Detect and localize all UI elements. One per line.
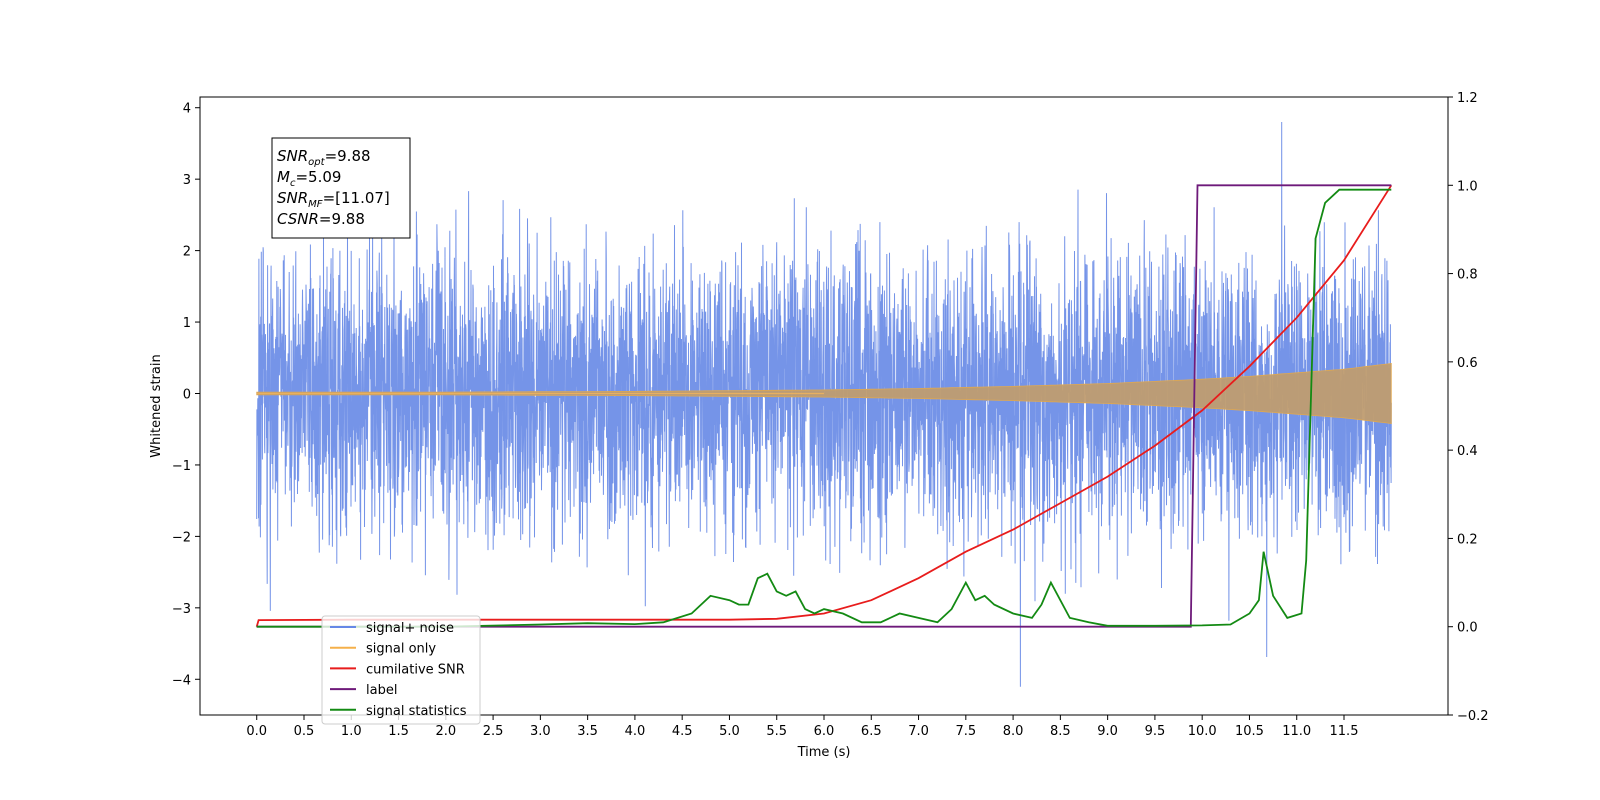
- x-tick-label: 9.0: [1097, 724, 1118, 739]
- x-tick-label: 1.5: [388, 724, 409, 739]
- annotation-value: =5.09: [295, 168, 341, 186]
- x-tick-label: 1.0: [341, 724, 362, 739]
- annotation-value: =[11.07]: [323, 189, 390, 207]
- x-tick-label: 0.0: [246, 724, 267, 739]
- annotation-symbol: M: [277, 168, 290, 186]
- x-tick-label: 10.0: [1188, 724, 1217, 739]
- y-tick-label-left: 1: [183, 316, 191, 331]
- annotation-value: =9.88: [325, 147, 371, 165]
- y-tick-label-right: 0.0: [1457, 621, 1478, 636]
- y-tick-label-right: −0.2: [1457, 709, 1489, 724]
- legend-frame: [321, 615, 481, 725]
- series-signal-noise-line: [256, 121, 1392, 687]
- annotation-line: CSNR=9.88: [277, 210, 365, 228]
- annotation-line: SNRopt=9.88: [277, 147, 371, 168]
- x-tick-label: 0.5: [294, 724, 315, 739]
- x-tick-label: 4.5: [672, 724, 693, 739]
- x-tick-label: 11.5: [1330, 724, 1359, 739]
- legend-entry-label: signal+ noise: [366, 621, 454, 636]
- legend-entry-label: cumilative SNR: [366, 662, 465, 677]
- y-tick-label-right: 0.2: [1457, 532, 1478, 547]
- y-tick-label-right: 1.0: [1457, 179, 1478, 194]
- annotation-frame: [271, 137, 411, 239]
- axes-layer: 0.0 0.5 1.0 1.5 2.0 2.5 3.0 3.5 4.0 4.5 5.0 5.5 6.0 6…: [172, 91, 1489, 739]
- x-tick-label: 7.5: [955, 724, 976, 739]
- x-tick-label: 5.0: [719, 724, 740, 739]
- x-tick-label: 3.0: [530, 724, 551, 739]
- legend-entry-label: signal statistics: [366, 704, 467, 719]
- annotation-line: SNRMF=[11.07]: [277, 189, 390, 210]
- y-tick-label-left: 3: [183, 173, 191, 188]
- x-tick-label: 4.0: [625, 724, 646, 739]
- y-tick-label-left: −4: [172, 673, 191, 688]
- annotation-symbol: CSNR: [277, 210, 319, 228]
- series-label-line: [256, 184, 1392, 628]
- x-tick-label: 11.0: [1282, 724, 1311, 739]
- x-tick-label: 3.5: [577, 724, 598, 739]
- x-axis-label: Time (s): [797, 745, 851, 760]
- y-tick-label-left: 2: [183, 245, 191, 260]
- legend: signal+ noise signal only cumilative SNR la…: [321, 615, 481, 725]
- y-tick-label-left: −1: [172, 459, 191, 474]
- annotation-subscript: c: [290, 178, 296, 189]
- x-tick-label: 2.0: [435, 724, 456, 739]
- y-tick-label-right: 0.6: [1457, 356, 1478, 371]
- y-tick-label-right: 0.8: [1457, 268, 1478, 283]
- x-tick-label: 2.5: [483, 724, 504, 739]
- legend-entry-label: signal only: [366, 642, 436, 657]
- x-tick-label: 6.0: [814, 724, 835, 739]
- annotation-line: Mc=5.09: [277, 168, 341, 189]
- x-tick-label: 9.5: [1145, 724, 1166, 739]
- annotation-value: =9.88: [319, 210, 365, 228]
- x-tick-label: 7.0: [908, 724, 929, 739]
- y-tick-label-right: 0.4: [1457, 444, 1478, 459]
- y-axis-label: Whitened strain: [149, 354, 164, 457]
- annotation-symbol: SNR: [277, 189, 308, 207]
- y-tick-label-left: 4: [183, 102, 191, 117]
- x-tick-label: 5.5: [766, 724, 787, 739]
- x-tick-label: 10.5: [1235, 724, 1264, 739]
- x-tick-label: 8.0: [1003, 724, 1024, 739]
- y-tick-label-left: −3: [172, 602, 191, 617]
- y-tick-label-left: −2: [172, 530, 191, 545]
- series-signal-statistics-line: [256, 188, 1392, 628]
- legend-entry-label: label: [366, 683, 397, 698]
- x-tick-label: 6.5: [861, 724, 882, 739]
- annotation-symbol: SNR: [277, 147, 308, 165]
- x-tick-label: 8.5: [1050, 724, 1071, 739]
- annotation-subscript: MF: [308, 199, 323, 210]
- annotation-subscript: opt: [308, 157, 325, 168]
- y-tick-label-left: 0: [183, 387, 191, 402]
- y-tick-label-right: 1.2: [1457, 91, 1478, 106]
